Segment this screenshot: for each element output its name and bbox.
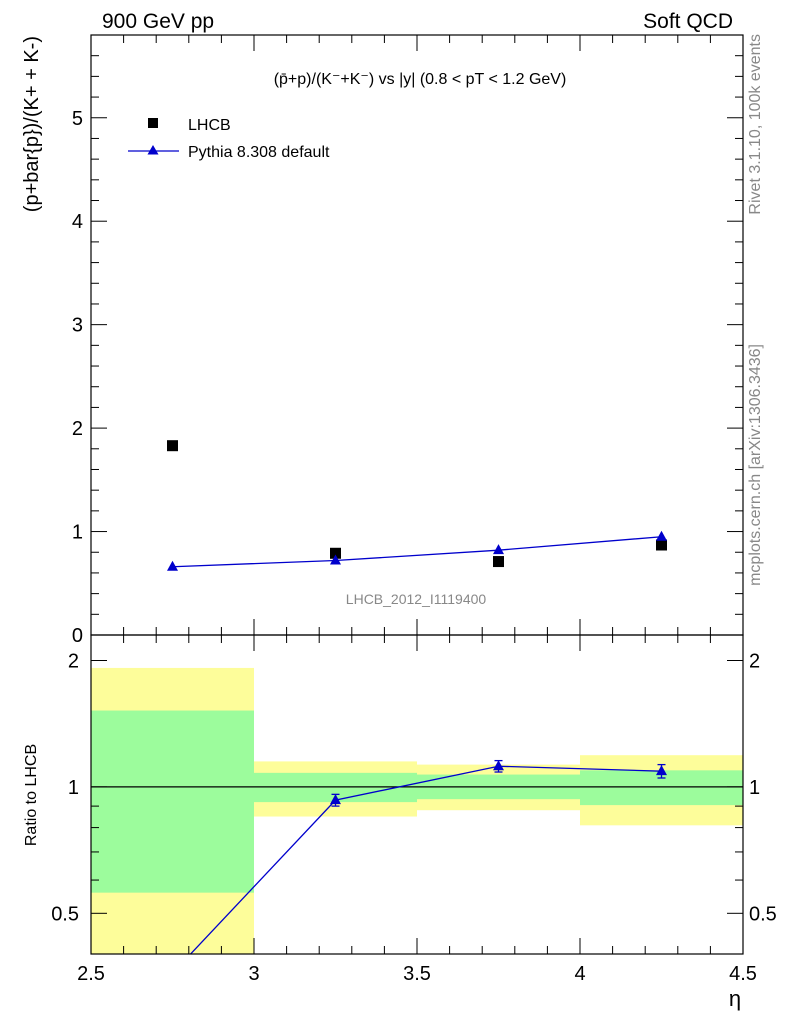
x-tick-label: 3: [248, 963, 259, 985]
legend-pythia-marker: [147, 145, 159, 155]
legend-lhcb-label: LHCB: [188, 117, 231, 134]
y-tick-label: 3: [72, 315, 83, 337]
y-axis-label: (p+bar{p})/(K+ + K-): [21, 36, 43, 212]
data-point-pythia: [656, 530, 667, 541]
main-plot-ticks: [90, 34, 744, 636]
y-tick-label: 4: [72, 211, 83, 233]
ratio-y-axis-label: Ratio to LHCB: [23, 744, 40, 846]
header-right: Soft QCD: [643, 10, 733, 33]
legend-pythia-label: Pythia 8.308 default: [188, 144, 330, 161]
ratio-plot-ticks: [90, 635, 744, 954]
data-point-lhcb: [656, 539, 667, 551]
header-left: 900 GeV pp: [102, 10, 214, 33]
analysis-watermark: LHCB_2012_I1119400: [346, 591, 487, 607]
data-point-pythia: [330, 554, 341, 565]
data-point-lhcb: [493, 556, 504, 568]
main-plot-marks: [167, 440, 667, 571]
ratio-marks: [91, 759, 743, 977]
main-plot-title: (p̄+p)/(K⁻+K⁻) vs |y| (0.8 < pT < 1.2 Ge…: [274, 71, 567, 88]
y-tick-label: 5: [72, 108, 83, 130]
ratio-y-tick-label-left: 1: [68, 777, 79, 799]
mcplots-label: mcplots.cern.ch [arXiv:1306.3436]: [747, 344, 764, 586]
ratio-y-tick-label-left: 0.5: [51, 903, 79, 925]
data-point-lhcb: [330, 547, 341, 559]
legend: LHCB Pythia 8.308 default: [128, 117, 330, 161]
pythia-line: [172, 536, 662, 568]
ratio-plot-tick-labels: 0.5 0.5 1 1 2 2 2.5 3 3.5 4 4.5: [51, 650, 777, 985]
x-tick-label: 3.5: [403, 963, 431, 985]
y-tick-label: 2: [72, 418, 83, 440]
ratio-point-pythia: [167, 967, 178, 977]
ratio-point-pythia: [656, 765, 667, 776]
x-tick-label: 4: [574, 963, 585, 985]
ratio-plot-panel: 0.5 0.5 1 1 2 2 2.5 3 3.5 4 4.5 Ratio to LHCB η: [23, 634, 777, 1011]
y-tick-label: 0: [72, 625, 83, 647]
ratio-y-tick-label-right: 0.5: [749, 903, 777, 925]
main-plot-y-tick-labels: 0 1 2 3 4 5: [72, 108, 83, 647]
x-tick-label: 4.5: [729, 963, 757, 985]
rivet-label: Rivet 3.1.10, 100k events: [747, 34, 764, 215]
x-axis-label: η: [729, 986, 741, 1011]
uncertainty-band-inner: [91, 710, 254, 893]
main-plot-panel: 0 1 2 3 4 5 (p̄+p)/(K⁻+K⁻) vs |y| (0.8 < pT <…: [21, 34, 744, 647]
data-point-lhcb: [167, 440, 178, 452]
data-point-pythia: [493, 544, 504, 555]
legend-lhcb-marker: [148, 118, 158, 128]
ratio-y-tick-label-left: 2: [68, 650, 79, 672]
ratio-point-pythia: [330, 794, 341, 805]
data-point-pythia: [167, 560, 178, 571]
y-tick-label: 1: [72, 522, 83, 544]
ratio-point-pythia: [493, 760, 504, 771]
ratio-bands: [91, 667, 743, 954]
ratio-y-tick-label-right: 2: [749, 650, 760, 672]
x-tick-label: 2.5: [77, 963, 105, 985]
ratio-y-tick-label-right: 1: [749, 777, 760, 799]
ratio-line: [189, 765, 662, 954]
